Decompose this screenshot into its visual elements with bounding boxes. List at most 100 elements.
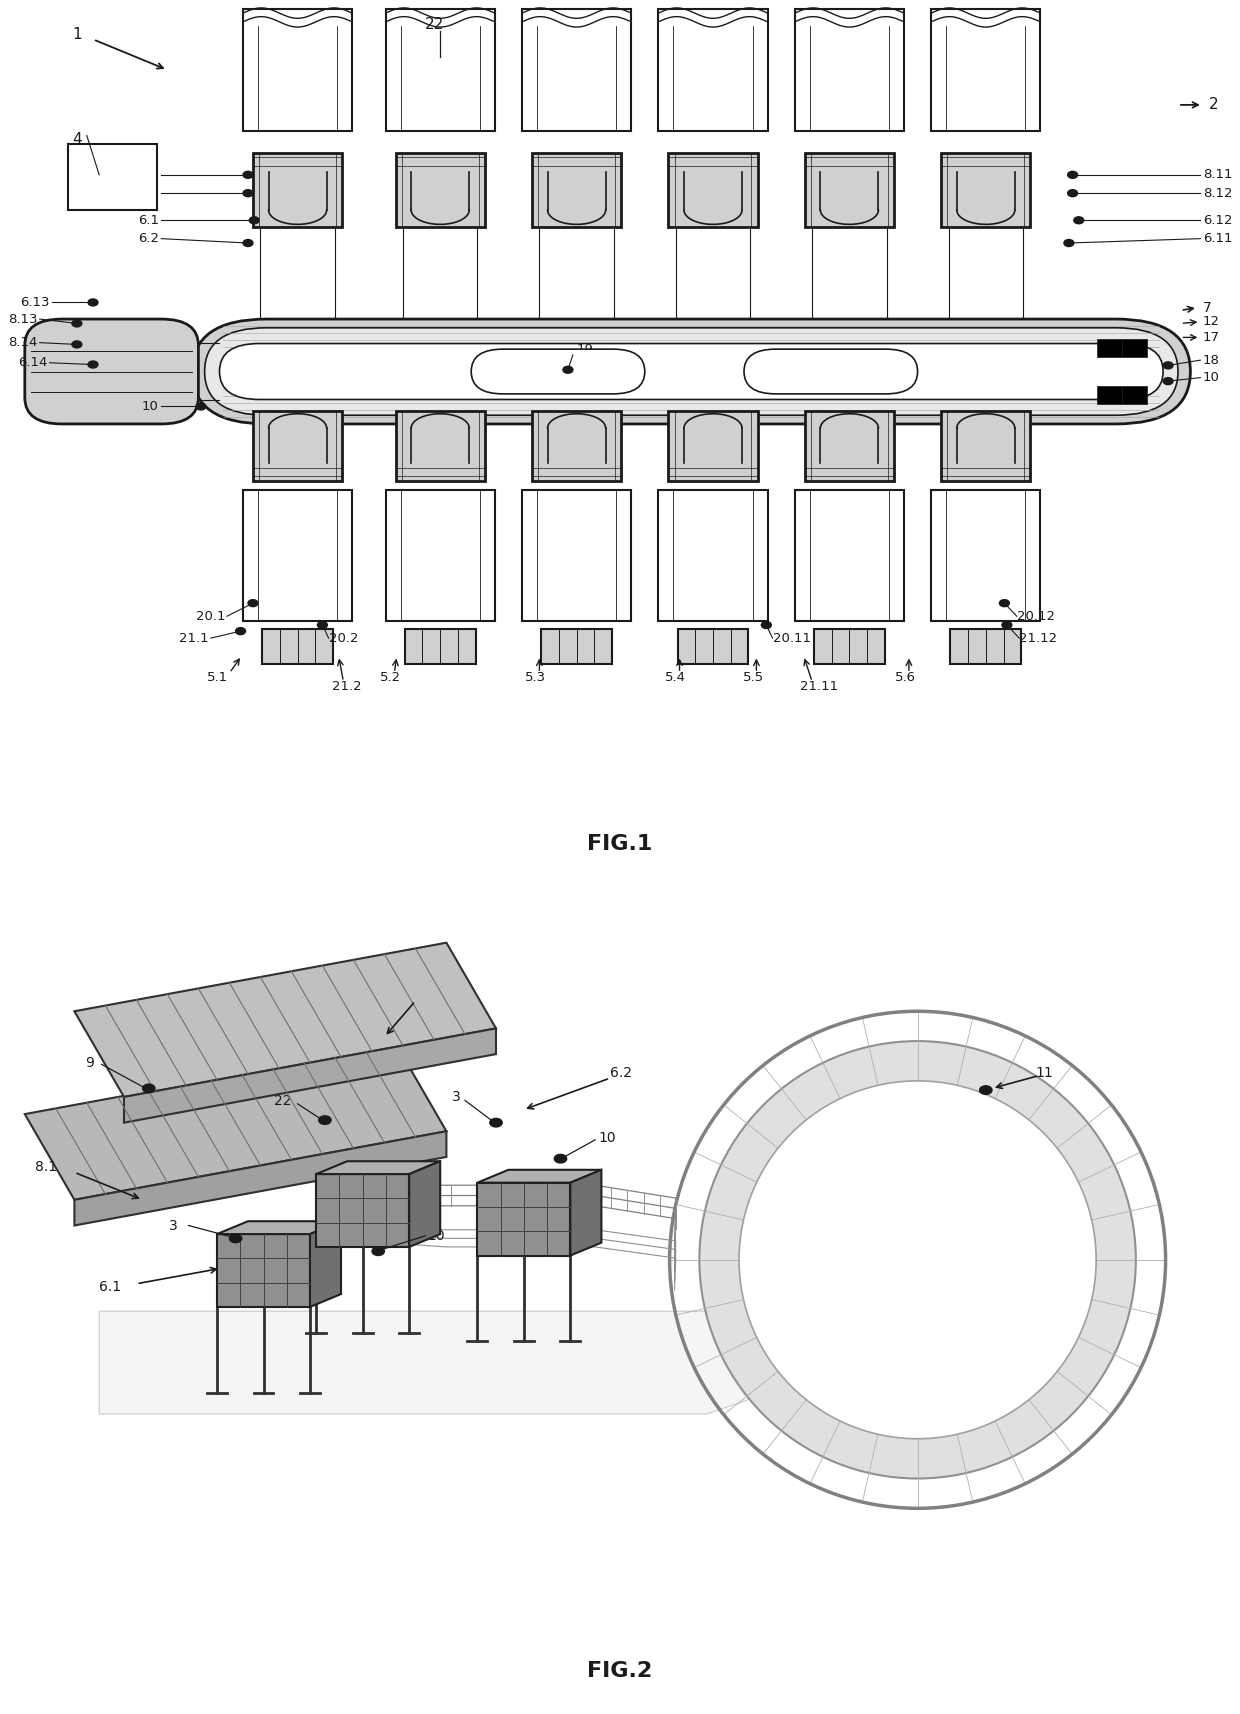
Polygon shape [477,1183,570,1255]
Text: 8.1: 8.1 [35,1160,57,1174]
Circle shape [563,367,573,374]
Text: 6.2: 6.2 [138,231,159,245]
Text: 11: 11 [1035,1066,1053,1080]
Polygon shape [74,1131,446,1226]
Text: 6.12: 6.12 [1203,214,1233,226]
FancyBboxPatch shape [219,343,1163,399]
Polygon shape [217,1234,310,1308]
Bar [262,629,334,665]
Bar [950,629,1022,665]
Text: 6.13: 6.13 [20,297,50,309]
Text: 6.11: 6.11 [1203,231,1233,245]
Text: 10: 10 [599,1131,616,1145]
Polygon shape [316,1174,409,1248]
Text: 10: 10 [141,399,159,413]
Polygon shape [477,1169,601,1183]
Text: 20.12: 20.12 [1017,610,1055,622]
Text: 3: 3 [169,1219,179,1232]
Text: 19: 19 [577,343,594,357]
Text: 21.11: 21.11 [800,680,838,692]
Bar [243,490,352,620]
Bar [795,9,904,132]
Bar [68,144,157,209]
Circle shape [72,321,82,327]
Bar [404,629,476,665]
Circle shape [372,1248,384,1255]
Circle shape [999,600,1009,607]
Bar [396,153,485,228]
Circle shape [243,171,253,178]
Circle shape [490,1119,502,1128]
Circle shape [236,627,246,634]
Text: 6.1: 6.1 [99,1280,122,1294]
Text: 20.2: 20.2 [329,632,358,644]
Text: 5.4: 5.4 [666,670,686,684]
Text: 6.14: 6.14 [17,357,47,369]
Text: 8.14: 8.14 [7,336,37,350]
Text: 8.12: 8.12 [1203,187,1233,201]
Bar [941,153,1030,228]
Text: 22: 22 [424,17,444,33]
Text: 1: 1 [72,27,82,43]
Polygon shape [570,1169,601,1255]
Text: 21.12: 21.12 [1019,632,1058,644]
Bar [522,490,631,620]
Text: 6.2: 6.2 [610,1066,632,1080]
Ellipse shape [699,1040,1136,1479]
Polygon shape [124,1028,496,1123]
Polygon shape [25,1046,446,1200]
Circle shape [72,341,82,348]
Circle shape [1002,622,1012,629]
Bar [532,153,621,228]
Bar [805,411,894,482]
Text: 5.3: 5.3 [525,670,547,684]
Circle shape [980,1087,992,1095]
Bar [795,490,904,620]
Circle shape [1064,240,1074,247]
Text: 21.2: 21.2 [332,680,362,692]
Text: 8.13: 8.13 [7,312,37,326]
Text: 5.2: 5.2 [379,670,402,684]
Polygon shape [310,1220,341,1308]
Circle shape [243,190,253,197]
Bar [1122,339,1147,357]
Text: 8.2: 8.2 [417,987,439,1001]
Bar [1122,386,1147,405]
Bar [668,411,758,482]
Text: 6.1: 6.1 [138,214,159,226]
Bar [805,153,894,228]
FancyBboxPatch shape [205,327,1178,415]
Text: 4: 4 [72,132,82,147]
Bar [813,629,885,665]
Text: 20.11: 20.11 [773,632,811,644]
Bar [386,490,495,620]
Text: 8.1: 8.1 [138,187,159,201]
Circle shape [319,1116,331,1124]
Bar [396,411,485,482]
Bar [1097,339,1122,357]
Circle shape [243,240,253,247]
Circle shape [249,216,259,225]
Bar [1097,386,1122,405]
Circle shape [88,362,98,369]
FancyBboxPatch shape [744,350,918,394]
Bar [931,490,1040,620]
Polygon shape [409,1162,440,1248]
Circle shape [143,1085,155,1094]
FancyBboxPatch shape [192,319,1190,423]
Circle shape [248,600,258,607]
Text: 3: 3 [451,1090,461,1104]
Bar [931,9,1040,132]
Bar [541,629,613,665]
Text: 8.11: 8.11 [1203,168,1233,182]
Text: 10: 10 [428,1229,445,1243]
Text: 9: 9 [84,1056,94,1070]
Circle shape [761,622,771,629]
Bar [668,153,758,228]
Text: 8.2: 8.2 [138,168,159,182]
Bar [243,9,352,132]
Bar [658,490,768,620]
FancyBboxPatch shape [25,319,198,423]
Polygon shape [99,1286,781,1414]
Text: 10: 10 [1203,372,1220,384]
